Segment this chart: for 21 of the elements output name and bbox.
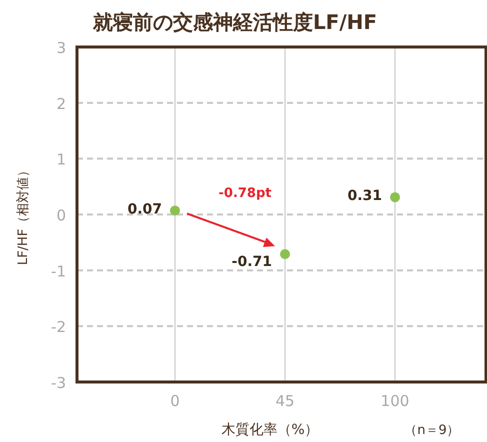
- x-tick-label: 45: [275, 392, 295, 410]
- x-axis-title: 木質化率（%）: [221, 422, 319, 438]
- data-label: -0.71: [232, 254, 272, 270]
- y-axis-title: LF/HF（相対値）: [15, 164, 31, 266]
- y-tick-label: 3: [56, 39, 66, 57]
- y-tick-label: -3: [51, 374, 66, 392]
- y-tick-label: -2: [51, 318, 66, 336]
- point: [390, 192, 400, 202]
- annotation: -0.78pt: [218, 186, 272, 201]
- data-label: 0.31: [347, 188, 382, 204]
- x-tick-label: 100: [380, 392, 410, 410]
- y-tick-label: -1: [51, 262, 66, 280]
- point: [170, 206, 180, 216]
- chart-title: 就寝前の交感神経活性度LF/HF: [92, 10, 378, 34]
- text: （n＝9）: [404, 423, 460, 438]
- x-tick-label: 0: [170, 392, 180, 410]
- y-tick-label: 2: [56, 94, 66, 113]
- point: [280, 249, 290, 260]
- y-tick-label: 0: [56, 206, 66, 224]
- data-label: 0.07: [127, 202, 162, 218]
- y-tick-label: 1: [56, 150, 66, 169]
